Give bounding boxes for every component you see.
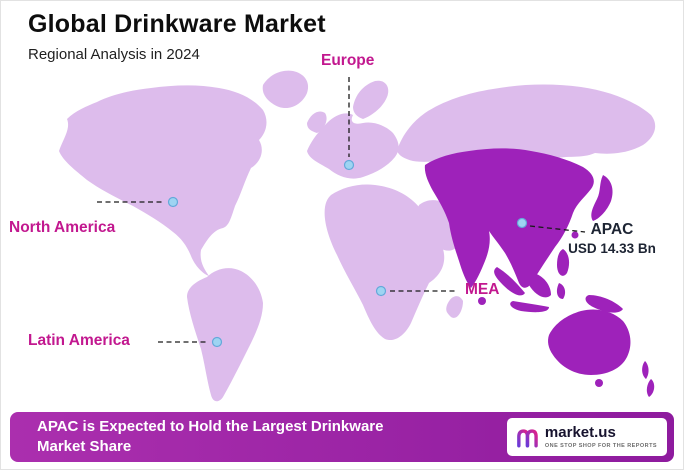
- landmass-japan: [591, 175, 613, 221]
- landmass-tasmania: [595, 379, 603, 387]
- marker-mea: [375, 285, 387, 297]
- landmass-java: [510, 301, 549, 313]
- map-light-regions: [59, 70, 656, 402]
- marker-apac: [516, 217, 528, 229]
- region-value-apac: USD 14.33 Bn: [568, 241, 656, 256]
- logo-brand: market.us: [544, 424, 616, 442]
- logo-tagline: ONE STOP SHOP FOR THE REPORTS: [544, 442, 657, 449]
- landmass-russia: [397, 84, 656, 162]
- landmass-north-america: [59, 85, 267, 276]
- landmass-scandinavia: [353, 80, 389, 119]
- landmass-sumatra: [494, 267, 525, 296]
- region-label-apac: APAC: [590, 221, 634, 238]
- page-title: Global Drinkware Market: [28, 10, 326, 38]
- landmass-new-zealand-north: [642, 361, 649, 379]
- landmass-south-america: [187, 268, 263, 402]
- region-label-mea: MEA: [465, 281, 500, 298]
- landmass-taiwan: [571, 231, 579, 239]
- bottom-banner: APAC is Expected to Hold the Largest Dri…: [10, 412, 674, 462]
- landmass-australia: [548, 309, 631, 375]
- landmass-philippines: [557, 249, 570, 276]
- market-us-logo-icon: [517, 428, 538, 447]
- page-subtitle: Regional Analysis in 2024: [28, 46, 200, 63]
- marker-north-america: [167, 196, 179, 208]
- landmass-greenland: [262, 70, 309, 109]
- banner-text: APAC is Expected to Hold the Largest Dri…: [37, 417, 383, 457]
- map-dark-regions: [424, 148, 655, 397]
- landmass-sri-lanka: [478, 297, 486, 305]
- region-label-europe: Europe: [321, 52, 375, 69]
- banner-line-2: Market Share: [37, 438, 132, 455]
- region-label-apac-block: APAC USD 14.33 Bn: [553, 221, 671, 256]
- landmass-borneo: [528, 273, 551, 298]
- region-label-north-america: North America: [9, 219, 116, 236]
- banner-line-1: APAC is Expected to Hold the Largest Dri…: [37, 418, 384, 436]
- landmass-apac-asia: [424, 148, 594, 288]
- landmass-british-isles: [307, 111, 327, 133]
- landmass-sulawesi: [556, 283, 566, 299]
- landmass-new-zealand-south: [646, 379, 655, 397]
- market-us-logo: market.us ONE STOP SHOP FOR THE REPORTS: [507, 418, 667, 456]
- logo-copy: market.us ONE STOP SHOP FOR THE REPORTS: [545, 425, 657, 449]
- landmass-europe: [307, 113, 399, 179]
- map-markers: [167, 159, 528, 348]
- landmass-new-guinea: [585, 295, 623, 313]
- marker-latin-america: [211, 336, 223, 348]
- leader-lines: [97, 77, 586, 343]
- marker-europe: [343, 159, 355, 171]
- header: Global Drinkware Market Regional Analysi…: [28, 10, 326, 63]
- leader-line-apac: [529, 225, 586, 233]
- landmass-madagascar: [446, 296, 463, 318]
- region-label-latin-america: Latin America: [28, 332, 130, 349]
- landmass-africa: [324, 184, 445, 341]
